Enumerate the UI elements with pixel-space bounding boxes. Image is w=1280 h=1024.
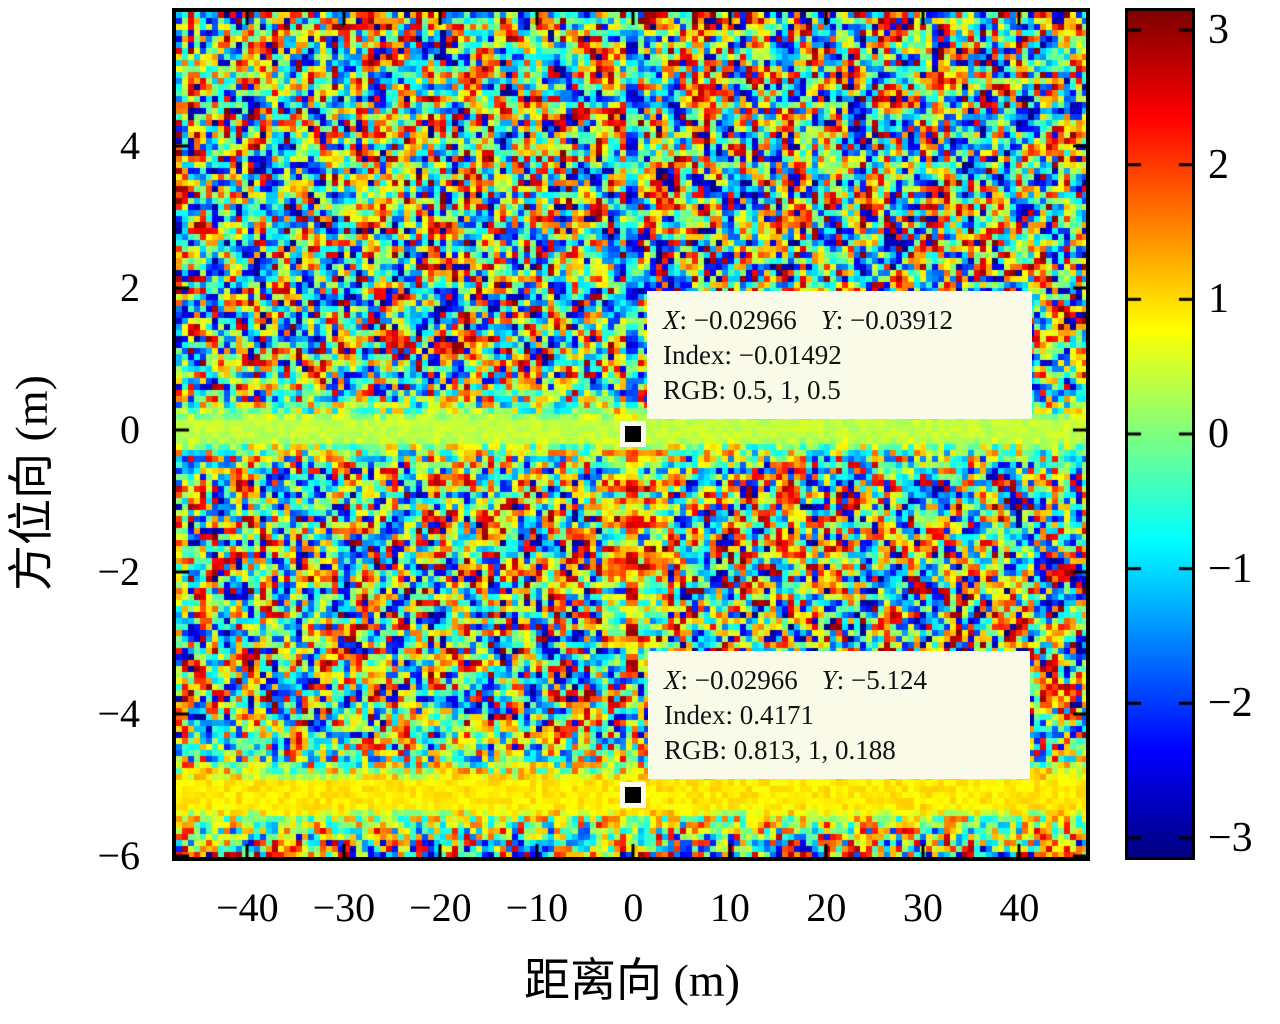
x-tick-label: 40 bbox=[999, 885, 1040, 930]
y-tick-label: 0 bbox=[120, 406, 140, 452]
x-tick-label: −40 bbox=[216, 885, 279, 930]
data-point-marker[interactable] bbox=[620, 421, 646, 447]
colorbar bbox=[1125, 8, 1195, 860]
y-tick-label: 2 bbox=[120, 264, 140, 310]
marker-square-icon bbox=[625, 426, 641, 442]
data-tip-rgb-line: RGB: 0.5, 1, 0.5 bbox=[663, 375, 841, 405]
x-tick-label: 0 bbox=[623, 885, 644, 930]
data-tip-box[interactable]: X: −0.02966 Y: −0.03912 Index: −0.01492 R… bbox=[647, 291, 1032, 419]
data-tip-rgb-line: RGB: 0.813, 1, 0.188 bbox=[664, 735, 896, 765]
y-tick-label: −2 bbox=[97, 548, 140, 594]
data-tip-index-line: Index: −0.01492 bbox=[663, 340, 842, 370]
y-tick-label: 4 bbox=[120, 123, 140, 169]
y-tick-label: −4 bbox=[97, 690, 140, 736]
data-tip-box[interactable]: X: −0.02966 Y: −5.124 Index: 0.4171 RGB: … bbox=[648, 651, 1030, 779]
y-tick-label: −6 bbox=[97, 832, 140, 878]
colorbar-tick-label: −1 bbox=[1208, 545, 1253, 592]
data-point-marker[interactable] bbox=[620, 782, 646, 808]
colorbar-tick-label: 0 bbox=[1208, 411, 1229, 457]
x-tick-label: 20 bbox=[806, 885, 847, 930]
data-tip-xy-line: X: −0.02966 Y: −0.03912 bbox=[663, 305, 953, 335]
x-tick-label: 30 bbox=[902, 885, 943, 930]
x-tick-label: −30 bbox=[312, 885, 376, 930]
colorbar-tick-label: −2 bbox=[1208, 680, 1253, 727]
plot-area[interactable] bbox=[172, 8, 1090, 861]
data-tip-xy-line: X: −0.02966 Y: −5.124 bbox=[664, 665, 927, 695]
colorbar-tick-label: 2 bbox=[1208, 141, 1229, 188]
colorbar-gradient bbox=[1128, 11, 1192, 857]
colorbar-tick-label: −3 bbox=[1208, 814, 1253, 861]
x-tick-label: −20 bbox=[409, 885, 472, 930]
marker-square-icon bbox=[625, 787, 641, 803]
data-tip-index-line: Index: 0.4171 bbox=[664, 700, 814, 730]
colorbar-tick-label: 1 bbox=[1208, 276, 1229, 323]
y-axis-label: 方位向 (m) bbox=[6, 375, 57, 591]
colorbar-tick-label: 3 bbox=[1208, 7, 1229, 54]
x-tick-label: −10 bbox=[505, 885, 569, 930]
x-tick-label: 10 bbox=[709, 885, 750, 930]
x-axis-label: 距离向 (m) bbox=[524, 955, 740, 1006]
